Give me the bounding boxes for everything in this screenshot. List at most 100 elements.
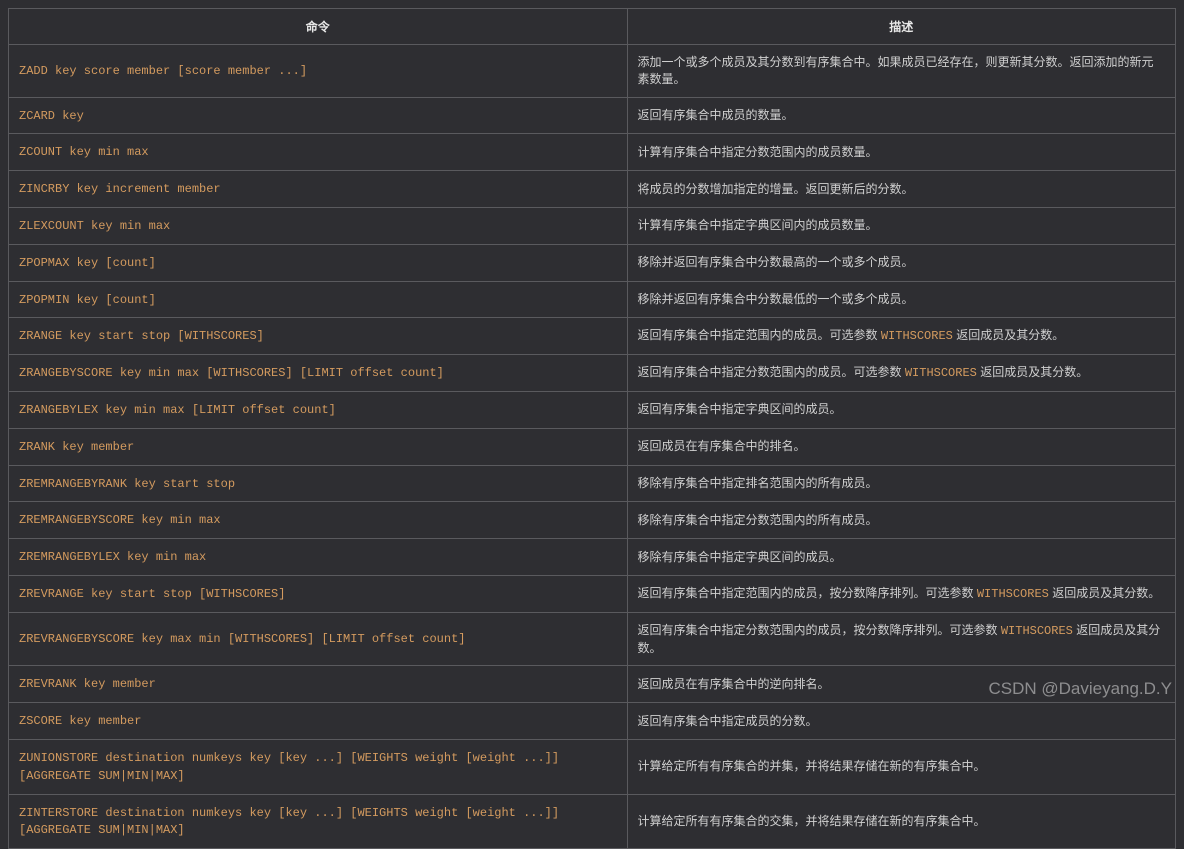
command-text: ZADD key score member [score member ...] bbox=[19, 64, 307, 78]
description-cell: 添加一个或多个成员及其分数到有序集合中。如果成员已经存在，则更新其分数。返回添加… bbox=[627, 45, 1176, 98]
command-cell: ZUNIONSTORE destination numkeys key [key… bbox=[9, 739, 628, 794]
header-command: 命令 bbox=[9, 9, 628, 45]
command-cell: ZRANGEBYSCORE key min max [WITHSCORES] [… bbox=[9, 355, 628, 392]
command-cell: ZINCRBY key increment member bbox=[9, 171, 628, 208]
description-cell: 返回有序集合中指定分数范围内的成员。可选参数 WITHSCORES 返回成员及其… bbox=[627, 355, 1176, 392]
inline-code: WITHSCORES bbox=[881, 329, 953, 343]
description-cell: 返回成员在有序集合中的排名。 bbox=[627, 428, 1176, 465]
table-row: ZSCORE key member 返回有序集合中指定成员的分数。 bbox=[9, 703, 1176, 740]
description-text: 返回成员在有序集合中的逆向排名。 bbox=[638, 677, 830, 691]
command-cell: ZLEXCOUNT key min max bbox=[9, 207, 628, 244]
description-text: 返回成员及其分数。 bbox=[977, 365, 1088, 379]
table-row: ZRANGE key start stop [WITHSCORES] 返回有序集合… bbox=[9, 318, 1176, 355]
command-cell: ZREMRANGEBYLEX key min max bbox=[9, 539, 628, 576]
command-cell: ZCARD key bbox=[9, 97, 628, 134]
command-cell: ZRANGE key start stop [WITHSCORES] bbox=[9, 318, 628, 355]
table-row: ZREMRANGEBYLEX key min max 移除有序集合中指定字典区间的… bbox=[9, 539, 1176, 576]
description-cell: 移除并返回有序集合中分数最高的一个或多个成员。 bbox=[627, 244, 1176, 281]
description-text: 移除并返回有序集合中分数最高的一个或多个成员。 bbox=[638, 255, 914, 269]
command-cell: ZCOUNT key min max bbox=[9, 134, 628, 171]
command-text: ZSCORE key member bbox=[19, 714, 141, 728]
description-cell: 计算给定所有有序集合的并集，并将结果存储在新的有序集合中。 bbox=[627, 739, 1176, 794]
command-cell: ZREVRANGE key start stop [WITHSCORES] bbox=[9, 575, 628, 612]
inline-code: WITHSCORES bbox=[977, 587, 1049, 601]
command-cell: ZRANK key member bbox=[9, 428, 628, 465]
command-cell: ZPOPMIN key [count] bbox=[9, 281, 628, 318]
command-cell: ZSCORE key member bbox=[9, 703, 628, 740]
description-cell: 移除有序集合中指定排名范围内的所有成员。 bbox=[627, 465, 1176, 502]
table-row: ZRANK key member 返回成员在有序集合中的排名。 bbox=[9, 428, 1176, 465]
table-row: ZRANGEBYSCORE key min max [WITHSCORES] [… bbox=[9, 355, 1176, 392]
command-text: ZREVRANGEBYSCORE key max min [WITHSCORES… bbox=[19, 632, 465, 646]
command-cell: ZPOPMAX key [count] bbox=[9, 244, 628, 281]
description-text: 返回有序集合中指定分数范围内的成员，按分数降序排列。可选参数 bbox=[638, 623, 1001, 637]
description-text: 移除有序集合中指定分数范围内的所有成员。 bbox=[638, 513, 878, 527]
command-text: ZINCRBY key increment member bbox=[19, 182, 221, 196]
table-row: ZLEXCOUNT key min max 计算有序集合中指定字典区间内的成员数量… bbox=[9, 207, 1176, 244]
table-row: ZINCRBY key increment member 将成员的分数增加指定的增… bbox=[9, 171, 1176, 208]
command-text: ZREMRANGEBYLEX key min max bbox=[19, 550, 206, 564]
description-text: 计算有序集合中指定分数范围内的成员数量。 bbox=[638, 145, 878, 159]
description-cell: 计算有序集合中指定字典区间内的成员数量。 bbox=[627, 207, 1176, 244]
header-description: 描述 bbox=[627, 9, 1176, 45]
command-text: ZCOUNT key min max bbox=[19, 145, 149, 159]
description-text: 返回有序集合中指定字典区间的成员。 bbox=[638, 402, 842, 416]
description-text: 返回有序集合中指定分数范围内的成员。可选参数 bbox=[638, 365, 905, 379]
table-row: ZCOUNT key min max 计算有序集合中指定分数范围内的成员数量。 bbox=[9, 134, 1176, 171]
table-row: ZREVRANK key member 返回成员在有序集合中的逆向排名。 bbox=[9, 666, 1176, 703]
description-cell: 返回有序集合中指定字典区间的成员。 bbox=[627, 391, 1176, 428]
inline-code: WITHSCORES bbox=[1001, 624, 1073, 638]
description-text: 返回有序集合中指定成员的分数。 bbox=[638, 714, 818, 728]
description-cell: 将成员的分数增加指定的增量。返回更新后的分数。 bbox=[627, 171, 1176, 208]
command-text: ZINTERSTORE destination numkeys key [key… bbox=[19, 806, 559, 838]
command-cell: ZREMRANGEBYRANK key start stop bbox=[9, 465, 628, 502]
description-cell: 返回有序集合中成员的数量。 bbox=[627, 97, 1176, 134]
command-cell: ZREMRANGEBYSCORE key min max bbox=[9, 502, 628, 539]
command-text: ZPOPMAX key [count] bbox=[19, 256, 156, 270]
command-text: ZRANGE key start stop [WITHSCORES] bbox=[19, 329, 264, 343]
description-cell: 移除并返回有序集合中分数最低的一个或多个成员。 bbox=[627, 281, 1176, 318]
command-text: ZUNIONSTORE destination numkeys key [key… bbox=[19, 751, 559, 783]
command-text: ZRANK key member bbox=[19, 440, 134, 454]
table-header-row: 命令 描述 bbox=[9, 9, 1176, 45]
command-cell: ZRANGEBYLEX key min max [LIMIT offset co… bbox=[9, 391, 628, 428]
description-text: 计算给定所有有序集合的交集，并将结果存储在新的有序集合中。 bbox=[638, 814, 986, 828]
description-cell: 返回有序集合中指定分数范围内的成员，按分数降序排列。可选参数 WITHSCORE… bbox=[627, 612, 1176, 666]
command-text: ZREMRANGEBYRANK key start stop bbox=[19, 477, 235, 491]
description-text: 添加一个或多个成员及其分数到有序集合中。如果成员已经存在，则更新其分数。返回添加… bbox=[638, 55, 1154, 86]
table-row: ZREMRANGEBYRANK key start stop 移除有序集合中指定排… bbox=[9, 465, 1176, 502]
command-cell: ZINTERSTORE destination numkeys key [key… bbox=[9, 794, 628, 849]
table-row: ZPOPMIN key [count] 移除并返回有序集合中分数最低的一个或多个成… bbox=[9, 281, 1176, 318]
description-text: 返回有序集合中成员的数量。 bbox=[638, 108, 794, 122]
description-cell: 计算给定所有有序集合的交集，并将结果存储在新的有序集合中。 bbox=[627, 794, 1176, 849]
command-text: ZPOPMIN key [count] bbox=[19, 293, 156, 307]
description-text: 移除有序集合中指定字典区间的成员。 bbox=[638, 550, 842, 564]
command-text: ZLEXCOUNT key min max bbox=[19, 219, 170, 233]
description-text: 返回有序集合中指定范围内的成员，按分数降序排列。可选参数 bbox=[638, 586, 977, 600]
command-cell: ZADD key score member [score member ...] bbox=[9, 45, 628, 98]
description-cell: 计算有序集合中指定分数范围内的成员数量。 bbox=[627, 134, 1176, 171]
description-cell: 返回有序集合中指定成员的分数。 bbox=[627, 703, 1176, 740]
command-text: ZCARD key bbox=[19, 109, 84, 123]
description-text: 返回有序集合中指定范围内的成员。可选参数 bbox=[638, 328, 881, 342]
description-text: 返回成员在有序集合中的排名。 bbox=[638, 439, 806, 453]
table-row: ZCARD key 返回有序集合中成员的数量。 bbox=[9, 97, 1176, 134]
description-cell: 返回成员在有序集合中的逆向排名。 bbox=[627, 666, 1176, 703]
description-text: 将成员的分数增加指定的增量。返回更新后的分数。 bbox=[638, 182, 914, 196]
description-text: 移除有序集合中指定排名范围内的所有成员。 bbox=[638, 476, 878, 490]
table-row: ZUNIONSTORE destination numkeys key [key… bbox=[9, 739, 1176, 794]
description-text: 返回成员及其分数。 bbox=[1049, 586, 1160, 600]
table-row: ZPOPMAX key [count] 移除并返回有序集合中分数最高的一个或多个成… bbox=[9, 244, 1176, 281]
command-text: ZREVRANGE key start stop [WITHSCORES] bbox=[19, 587, 285, 601]
redis-zset-commands-table: 命令 描述 ZADD key score member [score membe… bbox=[8, 8, 1176, 849]
table-row: ZREVRANGEBYSCORE key max min [WITHSCORES… bbox=[9, 612, 1176, 666]
description-text: 计算有序集合中指定字典区间内的成员数量。 bbox=[638, 218, 878, 232]
table-row: ZADD key score member [score member ...]… bbox=[9, 45, 1176, 98]
description-text: 计算给定所有有序集合的并集，并将结果存储在新的有序集合中。 bbox=[638, 759, 986, 773]
command-text: ZREMRANGEBYSCORE key min max bbox=[19, 513, 221, 527]
command-text: ZREVRANK key member bbox=[19, 677, 156, 691]
table-row: ZREMRANGEBYSCORE key min max 移除有序集合中指定分数范… bbox=[9, 502, 1176, 539]
description-cell: 移除有序集合中指定字典区间的成员。 bbox=[627, 539, 1176, 576]
description-cell: 移除有序集合中指定分数范围内的所有成员。 bbox=[627, 502, 1176, 539]
description-text: 移除并返回有序集合中分数最低的一个或多个成员。 bbox=[638, 292, 914, 306]
